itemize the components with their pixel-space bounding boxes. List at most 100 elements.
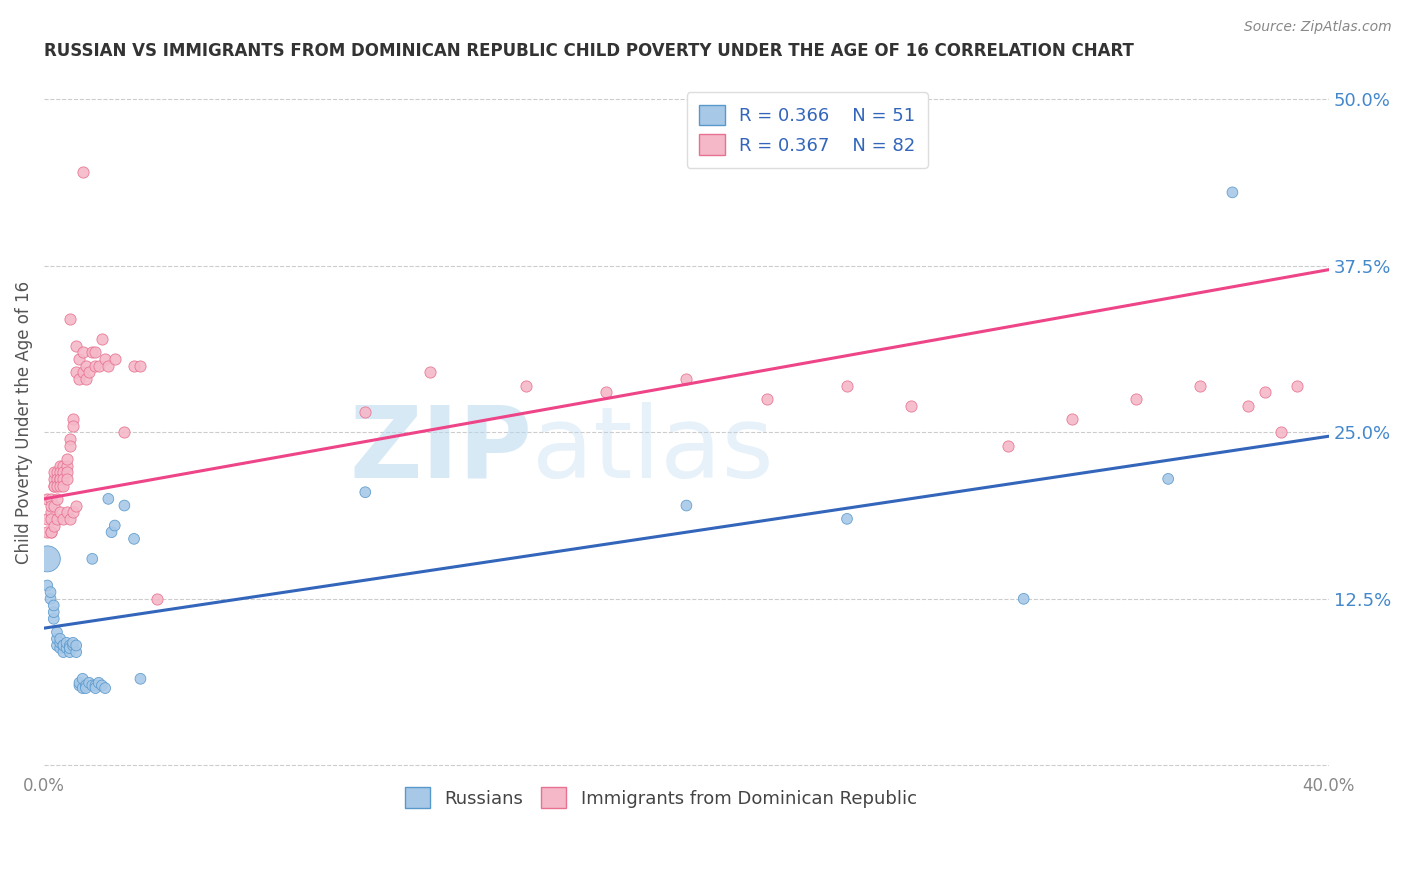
Point [75, 372, 97, 386]
Point [997, 439, 1019, 453]
Point [46, 632, 69, 646]
Point [72, 365, 94, 379]
Point [145, 591, 167, 606]
Point [62, 505, 84, 519]
Y-axis label: Child Poverty Under the Age of 16: Child Poverty Under the Age of 16 [15, 281, 32, 564]
Point [52, 478, 75, 492]
Point [72, 345, 94, 359]
Point [1189, 378, 1212, 392]
Point [55, 641, 77, 656]
Point [84, 681, 107, 695]
Point [100, 525, 122, 540]
Point [46, 625, 69, 640]
Point [49, 478, 72, 492]
Point [1270, 425, 1292, 440]
Point [52, 472, 75, 486]
Point [1253, 385, 1275, 400]
Point [1060, 412, 1083, 426]
Point [87, 675, 110, 690]
Text: atlas: atlas [533, 401, 773, 499]
Point [55, 472, 77, 486]
Point [59, 312, 82, 326]
Point [42, 499, 65, 513]
Point [900, 399, 922, 413]
Point [122, 359, 145, 373]
Point [39, 491, 62, 506]
Point [62, 412, 84, 426]
Point [59, 645, 82, 659]
Point [75, 681, 97, 695]
Point [59, 639, 82, 653]
Point [39, 525, 62, 540]
Point [39, 499, 62, 513]
Point [69, 372, 91, 386]
Point [55, 505, 77, 519]
Point [42, 478, 65, 492]
Point [90, 678, 112, 692]
Point [52, 639, 75, 653]
Point [52, 645, 75, 659]
Point [59, 641, 82, 656]
Point [46, 639, 69, 653]
Point [42, 599, 65, 613]
Point [37, 578, 59, 592]
Point [97, 491, 120, 506]
Point [112, 499, 135, 513]
Point [1237, 399, 1260, 413]
Point [69, 351, 91, 366]
Point [65, 338, 87, 352]
Point [87, 359, 110, 373]
Point [62, 418, 84, 433]
Point [49, 472, 72, 486]
Point [69, 675, 91, 690]
Point [39, 505, 62, 519]
Point [37, 512, 59, 526]
Point [72, 681, 94, 695]
Point [1125, 392, 1147, 406]
Point [42, 612, 65, 626]
Point [62, 636, 84, 650]
Point [42, 518, 65, 533]
Point [37, 525, 59, 540]
Point [90, 332, 112, 346]
Point [84, 678, 107, 692]
Point [42, 478, 65, 492]
Point [104, 351, 127, 366]
Point [82, 345, 104, 359]
Point [52, 512, 75, 526]
Point [755, 392, 778, 406]
Point [55, 465, 77, 479]
Point [69, 678, 91, 692]
Point [104, 518, 127, 533]
Point [65, 365, 87, 379]
Point [46, 512, 69, 526]
Point [52, 458, 75, 473]
Point [75, 678, 97, 692]
Point [59, 512, 82, 526]
Text: ZIP: ZIP [350, 401, 533, 499]
Point [46, 491, 69, 506]
Point [835, 378, 858, 392]
Text: RUSSIAN VS IMMIGRANTS FROM DOMINICAN REPUBLIC CHILD POVERTY UNDER THE AGE OF 16 : RUSSIAN VS IMMIGRANTS FROM DOMINICAN REP… [44, 42, 1135, 60]
Point [49, 505, 72, 519]
Point [515, 378, 537, 392]
Point [49, 636, 72, 650]
Point [49, 472, 72, 486]
Point [354, 485, 377, 500]
Point [129, 672, 152, 686]
Point [75, 359, 97, 373]
Point [418, 365, 440, 379]
Point [65, 499, 87, 513]
Point [72, 672, 94, 686]
Point [82, 678, 104, 692]
Point [354, 405, 377, 419]
Point [39, 525, 62, 540]
Point [112, 425, 135, 440]
Point [129, 359, 152, 373]
Point [675, 372, 697, 386]
Point [82, 552, 104, 566]
Point [55, 636, 77, 650]
Point [65, 639, 87, 653]
Point [84, 345, 107, 359]
Point [1012, 591, 1035, 606]
